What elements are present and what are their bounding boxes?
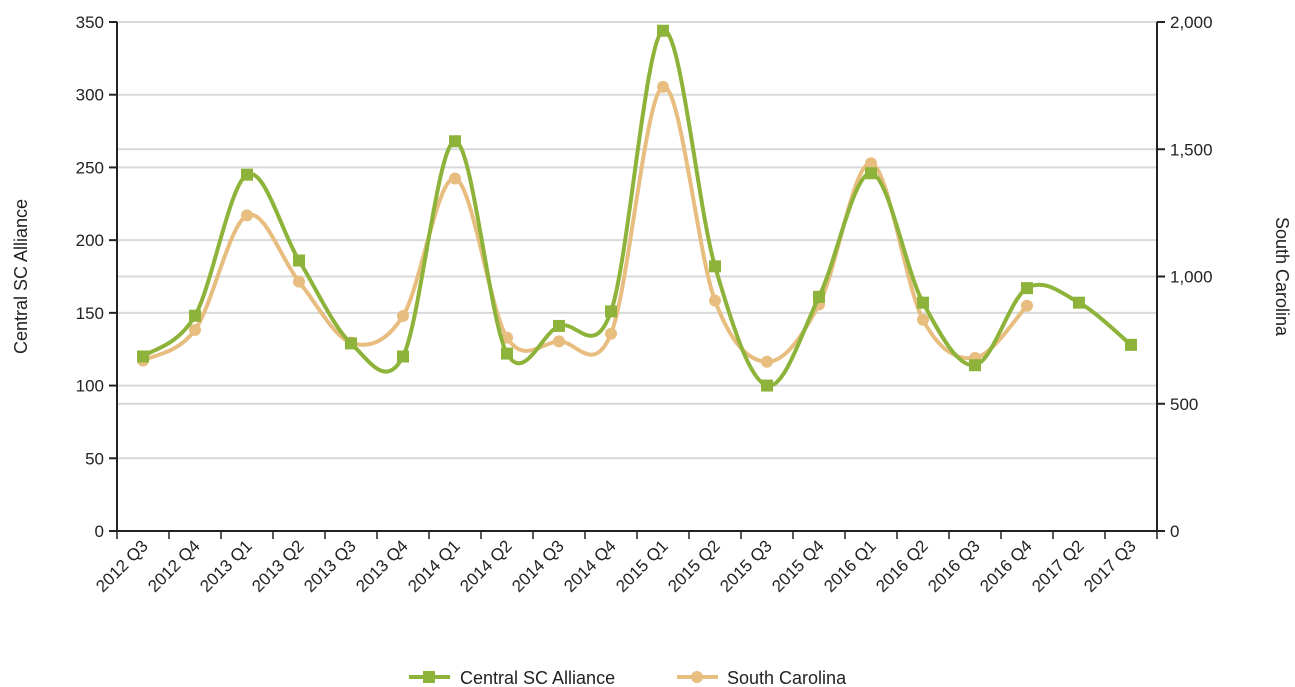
data-point-south-carolina[interactable] — [449, 172, 461, 185]
data-point-central-sc-alliance[interactable] — [761, 379, 773, 392]
data-point-central-sc-alliance[interactable] — [709, 260, 721, 273]
data-point-south-carolina[interactable] — [917, 313, 929, 326]
legend-item-central-sc-alliance[interactable]: Central SC Alliance — [409, 668, 615, 687]
right-tick-label: 500 — [1170, 395, 1198, 414]
x-tick-label: 2015 Q1 — [612, 536, 672, 596]
x-tick-label: 2016 Q2 — [872, 536, 932, 596]
x-tick-label: 2015 Q3 — [716, 536, 776, 596]
legend[interactable]: Central SC Alliance South Carolina — [409, 668, 847, 687]
legend-label-central-sc-alliance: Central SC Alliance — [460, 668, 615, 687]
x-tick-label: 2013 Q1 — [196, 536, 256, 596]
x-tick-label: 2016 Q4 — [976, 536, 1036, 596]
data-point-south-carolina[interactable] — [1021, 299, 1033, 312]
data-point-south-carolina[interactable] — [657, 80, 669, 93]
left-tick-label: 0 — [95, 522, 104, 541]
left-tick-label: 150 — [76, 304, 104, 323]
legend-swatch-circle-marker — [691, 671, 703, 683]
x-tick-label: 2013 Q2 — [248, 536, 308, 596]
legend-swatch-square-marker — [423, 671, 435, 683]
data-point-south-carolina[interactable] — [397, 309, 409, 322]
series-layer — [137, 24, 1137, 392]
data-point-central-sc-alliance[interactable] — [501, 347, 513, 360]
legend-label-south-carolina: South Carolina — [727, 668, 847, 687]
data-point-central-sc-alliance[interactable] — [605, 305, 617, 318]
x-tick-label: 2014 Q4 — [560, 536, 620, 596]
x-tick-label: 2014 Q1 — [404, 536, 464, 596]
data-point-central-sc-alliance[interactable] — [137, 350, 149, 363]
left-axis-ticks: 0 50 100 150 200 250 300 350 — [76, 13, 117, 541]
x-tick-label: 2013 Q3 — [300, 536, 360, 596]
x-tick-label: 2014 Q3 — [508, 536, 568, 596]
x-tick-label: 2013 Q4 — [352, 536, 412, 596]
x-tick-label: 2017 Q3 — [1080, 536, 1140, 596]
left-tick-label: 100 — [76, 377, 104, 396]
right-axis-ticks: 0 500 1,000 1,500 2,000 — [1157, 13, 1213, 541]
left-tick-label: 250 — [76, 158, 104, 177]
data-point-south-carolina[interactable] — [605, 327, 617, 340]
data-point-south-carolina[interactable] — [709, 294, 721, 307]
data-point-central-sc-alliance[interactable] — [917, 296, 929, 309]
right-axis-title: South Carolina — [1272, 217, 1292, 337]
data-point-central-sc-alliance[interactable] — [293, 254, 305, 267]
right-tick-label: 0 — [1170, 522, 1179, 541]
data-point-central-sc-alliance[interactable] — [1021, 282, 1033, 295]
x-tick-label: 2016 Q3 — [924, 536, 984, 596]
right-tick-label: 1,500 — [1170, 140, 1213, 159]
data-point-central-sc-alliance[interactable] — [449, 135, 461, 148]
data-point-central-sc-alliance[interactable] — [345, 337, 357, 350]
right-tick-label: 1,000 — [1170, 268, 1213, 287]
data-point-central-sc-alliance[interactable] — [1073, 296, 1085, 309]
x-tick-label: 2015 Q2 — [664, 536, 724, 596]
data-point-central-sc-alliance[interactable] — [1125, 338, 1137, 351]
data-point-central-sc-alliance[interactable] — [969, 359, 981, 372]
data-point-south-carolina[interactable] — [761, 355, 773, 368]
x-tick-label: 2012 Q3 — [92, 536, 152, 596]
left-tick-label: 50 — [85, 449, 104, 468]
left-tick-label: 200 — [76, 231, 104, 250]
x-tick-label: 2012 Q4 — [144, 536, 204, 596]
data-point-south-carolina[interactable] — [865, 157, 877, 170]
data-point-central-sc-alliance[interactable] — [189, 309, 201, 322]
data-point-south-carolina[interactable] — [293, 275, 305, 288]
right-tick-label: 2,000 — [1170, 13, 1213, 32]
data-point-south-carolina[interactable] — [241, 209, 253, 222]
data-point-central-sc-alliance[interactable] — [865, 167, 877, 180]
left-axis-title: Central SC Alliance — [11, 199, 31, 354]
data-point-central-sc-alliance[interactable] — [813, 290, 825, 303]
x-tick-label: 2015 Q4 — [768, 536, 828, 596]
data-point-south-carolina[interactable] — [189, 323, 201, 336]
left-tick-label: 300 — [76, 86, 104, 105]
left-tick-label: 350 — [76, 13, 104, 32]
x-tick-label: 2016 Q1 — [820, 536, 880, 596]
data-point-central-sc-alliance[interactable] — [657, 24, 669, 37]
x-tick-label: 2014 Q2 — [456, 536, 516, 596]
x-tick-label: 2017 Q2 — [1028, 536, 1088, 596]
data-point-central-sc-alliance[interactable] — [241, 168, 253, 181]
data-point-south-carolina[interactable] — [553, 335, 565, 348]
data-point-central-sc-alliance[interactable] — [397, 350, 409, 363]
legend-item-south-carolina[interactable]: South Carolina — [677, 668, 847, 687]
data-point-central-sc-alliance[interactable] — [553, 319, 565, 332]
